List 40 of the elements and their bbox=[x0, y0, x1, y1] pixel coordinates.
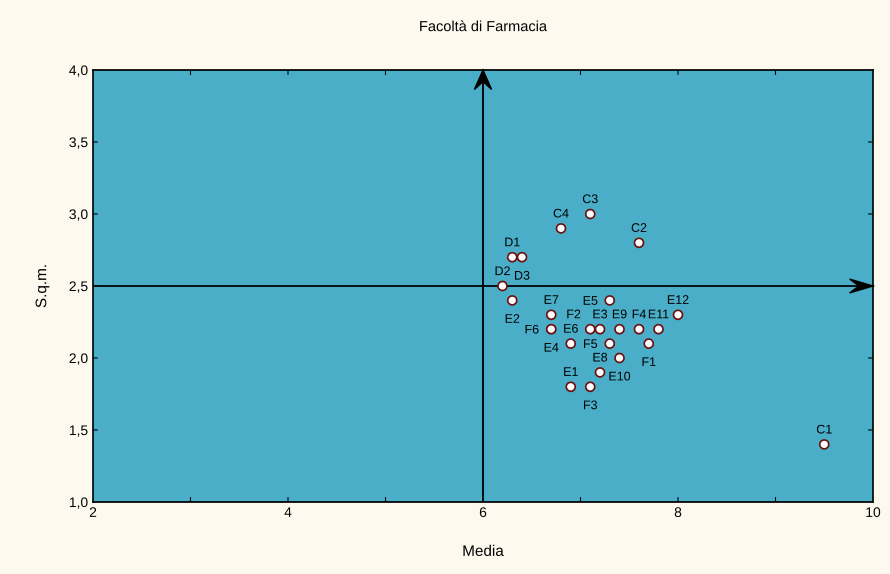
annotation: C4 bbox=[554, 208, 569, 218]
y-tick-label: 1,0 bbox=[70, 497, 88, 509]
y-tick-label: 1,5 bbox=[70, 425, 88, 437]
annotation: F1 bbox=[642, 357, 656, 366]
annotation: E11 bbox=[648, 310, 669, 318]
chart-title: Facoltà di Farmacia bbox=[420, 20, 548, 32]
annotation: E4 bbox=[544, 343, 559, 352]
x-tick-label: 2 bbox=[90, 507, 96, 517]
annotation: C2 bbox=[632, 223, 646, 232]
annotation: E2 bbox=[506, 314, 520, 323]
y-tick-label: 2,0 bbox=[70, 353, 88, 365]
x-tick-label: 10 bbox=[866, 507, 880, 518]
annotation: E8 bbox=[593, 352, 608, 362]
annotation: E5 bbox=[584, 296, 598, 305]
annotation: E7 bbox=[544, 295, 558, 304]
annotation: E10 bbox=[609, 372, 630, 381]
y-tick-label: 3,5 bbox=[69, 137, 88, 149]
x-tick-label: 8 bbox=[674, 507, 682, 518]
y-axis-title: S.q.m. bbox=[36, 265, 50, 308]
y-tick-label: 4,0 bbox=[69, 65, 88, 77]
annotation: F2 bbox=[567, 310, 580, 318]
annotation: E9 bbox=[612, 310, 627, 318]
y-tick-label: 2,5 bbox=[70, 281, 88, 293]
x-tick-label: 6 bbox=[480, 507, 486, 518]
y-tick-label: 3,0 bbox=[69, 209, 88, 221]
annotation: E6 bbox=[564, 324, 578, 333]
annotation: F4 bbox=[632, 310, 646, 318]
x-tick-label: 4 bbox=[284, 507, 292, 517]
annotation: D3 bbox=[515, 270, 530, 280]
annotation: F3 bbox=[584, 400, 597, 410]
annotation: D1 bbox=[505, 238, 520, 246]
annotation: F5 bbox=[584, 339, 598, 348]
annotation: E1 bbox=[564, 367, 578, 376]
annotation: C1 bbox=[816, 424, 832, 434]
annotation: F6 bbox=[526, 324, 539, 334]
annotation: D2 bbox=[496, 266, 510, 276]
x-axis-title: Media bbox=[463, 544, 504, 556]
annotation: E3 bbox=[593, 310, 608, 318]
annotation: E12 bbox=[668, 295, 688, 304]
annotation: C3 bbox=[582, 194, 598, 204]
